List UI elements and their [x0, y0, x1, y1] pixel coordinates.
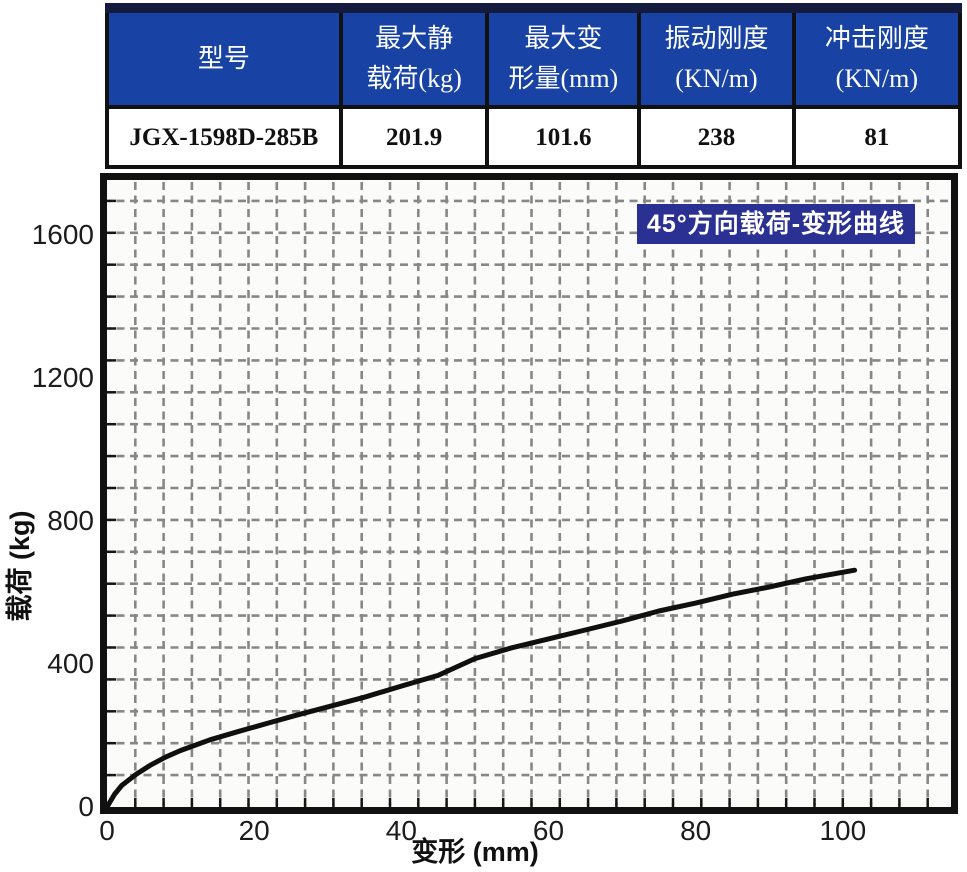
chart-title-badge: 45°方向载荷-变形曲线: [637, 204, 915, 244]
x-tick-label: 40: [385, 815, 417, 846]
y-tick-label: 1600: [31, 218, 94, 250]
y-tick-label: 1200: [31, 361, 94, 393]
y-tick-label: 400: [47, 647, 94, 679]
x-tick-label: 60: [532, 815, 565, 846]
x-axis-title: 变形 (mm): [411, 837, 539, 867]
header-max-static-load: 最大静 载荷(kg): [338, 6, 490, 109]
cell-max-deformation: 101.6: [485, 105, 642, 169]
y-tick-label: 800: [47, 504, 94, 536]
spec-table-header-row: 型号 最大静 载荷(kg) 最大变 形量(mm) 振动刚度 (KN/m) 冲击刚…: [105, 6, 963, 109]
x-tick-label: 100: [819, 815, 867, 846]
x-tick-label: 20: [238, 815, 270, 846]
spec-table-data-row: JGX-1598D-285B 201.9 101.6 238 81: [105, 105, 963, 169]
header-impact-stiffness: 冲击刚度 (KN/m): [791, 6, 963, 109]
x-tick-label: 0: [99, 815, 115, 846]
header-vibration-stiffness: 振动刚度 (KN/m): [637, 6, 796, 109]
spec-table: 型号 最大静 载荷(kg) 最大变 形量(mm) 振动刚度 (KN/m) 冲击刚…: [105, 3, 963, 169]
header-model: 型号: [105, 6, 343, 109]
x-tick-label: 80: [680, 815, 712, 846]
cell-vibration-stiffness: 238: [637, 105, 796, 169]
load-deformation-chart: [100, 173, 958, 814]
y-tick-label: 0: [78, 791, 94, 822]
cell-model: JGX-1598D-285B: [105, 105, 343, 169]
plot-area: [107, 182, 949, 807]
load-deformation-curve: [107, 567, 858, 807]
header-max-deformation: 最大变 形量(mm): [485, 6, 642, 109]
y-axis-title: 载荷 (kg): [5, 510, 35, 622]
cell-impact-stiffness: 81: [791, 105, 963, 169]
cell-max-static-load: 201.9: [338, 105, 490, 169]
